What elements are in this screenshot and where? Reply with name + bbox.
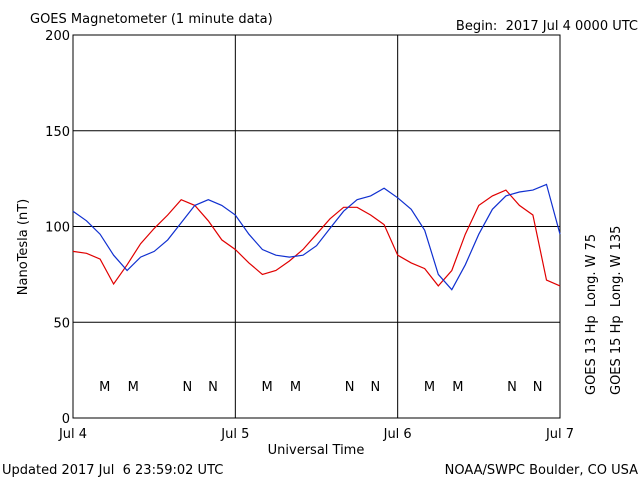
legend-entry: GOES 15 Hp Long. W 135: [609, 226, 624, 395]
annotation: M: [262, 380, 273, 395]
annotation: M: [128, 380, 139, 395]
series-line: [72, 183, 561, 291]
x-tick-label: Jul 6: [383, 427, 412, 442]
x-tick-label: Jul 4: [58, 427, 87, 442]
y-tick-label: 100: [45, 221, 70, 236]
y-tick-label: 50: [53, 316, 70, 331]
x-axis-label: Universal Time: [268, 443, 365, 458]
annotation: M: [290, 380, 301, 395]
annotation: N: [182, 380, 192, 395]
y-tick-label: 200: [45, 29, 70, 44]
annotation: N: [208, 380, 218, 395]
x-tick-label: Jul 7: [545, 427, 574, 442]
annotation: M: [452, 380, 463, 395]
subtitle: Begin: 2017 Jul 4 0000 UTC: [456, 19, 638, 34]
annotation: N: [533, 380, 543, 395]
legend-entry: GOES 13 Hp Long. W 75: [584, 234, 599, 395]
x-tick-label: Jul 5: [220, 427, 249, 442]
footer-right: NOAA/SWPC Boulder, CO USA: [445, 463, 638, 478]
annotation: N: [507, 380, 517, 395]
annotation: N: [345, 380, 355, 395]
y-axis-label: NanoTesla (nT): [16, 199, 31, 295]
annotation: N: [370, 380, 380, 395]
annotation: M: [424, 380, 435, 395]
chart-title: GOES Magnetometer (1 minute data): [30, 12, 273, 27]
y-tick-label: 0: [62, 412, 70, 427]
y-tick-label: 150: [45, 125, 70, 140]
footer-left: Updated 2017 Jul 6 23:59:02 UTC: [2, 463, 223, 478]
series-line: [72, 189, 561, 287]
annotation: M: [99, 380, 110, 395]
